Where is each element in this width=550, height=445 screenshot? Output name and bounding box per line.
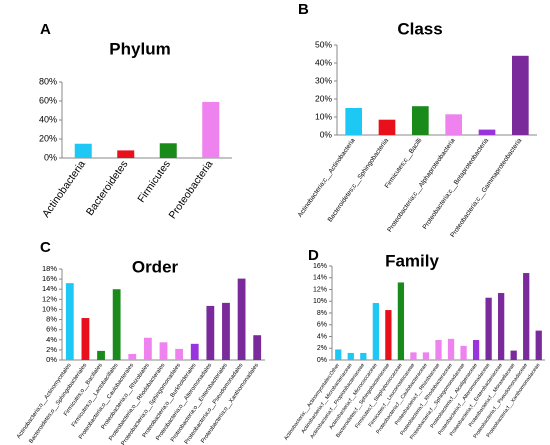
- bar: [385, 310, 392, 360]
- bar: [510, 350, 517, 360]
- y-tick-label: 0%: [317, 357, 327, 364]
- bar: [347, 352, 354, 360]
- bar: [175, 348, 184, 360]
- y-tick-label: 30%: [315, 75, 332, 85]
- bar: [97, 350, 105, 360]
- x-tick-label: Bacteroidetes;c__Sphingobacteriia: [327, 137, 391, 224]
- bar: [410, 352, 417, 360]
- bar: [128, 353, 137, 360]
- bar: [523, 273, 530, 360]
- y-tick-label: 8%: [46, 315, 57, 324]
- bar: [447, 338, 455, 360]
- y-tick-label: 20%: [39, 133, 57, 143]
- chart-title: Family: [385, 251, 439, 270]
- chart-title: Class: [397, 19, 442, 38]
- bar: [159, 143, 177, 158]
- bar: [512, 55, 529, 135]
- chart-title: Order: [132, 257, 179, 276]
- panel-letter: C: [40, 239, 51, 256]
- y-tick-label: 2%: [46, 345, 57, 354]
- y-tick-label: 2%: [317, 345, 327, 352]
- bar: [498, 293, 505, 360]
- x-tick-label: Actinobacteria;c__Actinobacteria: [297, 137, 357, 219]
- x-tick-label: Proteobacteria;c__Alphaproteobacteria: [386, 137, 457, 234]
- panel-letter: B: [298, 1, 309, 18]
- chart-title: Phylum: [109, 39, 170, 58]
- y-tick-label: 0%: [320, 129, 333, 139]
- y-tick-label: 10%: [42, 304, 57, 313]
- y-tick-label: 6%: [317, 322, 327, 329]
- panel-letter: D: [308, 247, 319, 264]
- y-tick-label: 0%: [46, 355, 57, 364]
- bar: [422, 352, 430, 360]
- x-tick-label: Proteobacteria;o__Sphingomonadales: [121, 363, 183, 445]
- x-tick-label: Proteobacteria;c__Betaproteobacteria: [422, 137, 491, 231]
- bar: [143, 337, 152, 360]
- bar: [335, 349, 342, 360]
- bar: [202, 101, 220, 158]
- bar: [412, 106, 429, 135]
- panel-letter: A: [40, 21, 51, 38]
- x-tick-label: Firmicutes: [135, 158, 173, 205]
- bar: [485, 297, 492, 360]
- y-tick-label: 16%: [42, 274, 57, 283]
- bar: [237, 278, 246, 360]
- bar: [206, 305, 215, 360]
- bar: [378, 119, 396, 135]
- y-tick-label: 14%: [313, 275, 327, 282]
- y-tick-label: 14%: [42, 284, 57, 293]
- bar: [190, 343, 199, 360]
- bar: [478, 129, 496, 135]
- bar: [535, 330, 542, 360]
- bar: [397, 282, 405, 360]
- x-tick-label: Firmicutes;c__Bacilli: [384, 137, 424, 190]
- y-tick-label: 60%: [39, 95, 57, 105]
- bar: [360, 352, 367, 360]
- x-tick-label: Bacteroidetes: [84, 158, 131, 217]
- bar: [117, 150, 135, 158]
- y-tick-label: 20%: [315, 93, 332, 103]
- y-tick-label: 0%: [44, 152, 57, 162]
- y-tick-label: 6%: [46, 325, 57, 334]
- bar: [159, 342, 168, 360]
- bar: [81, 318, 90, 360]
- bar: [372, 303, 379, 360]
- y-tick-label: 80%: [39, 76, 57, 86]
- bar: [222, 302, 230, 360]
- bar: [253, 335, 262, 360]
- y-tick-label: 4%: [46, 335, 57, 344]
- x-tick-label: Proteobacteria;c__Gammaproteobacteria: [449, 137, 523, 239]
- x-tick-label: Actinobacteria: [40, 158, 88, 220]
- y-tick-label: 18%: [42, 264, 57, 273]
- bar: [435, 340, 442, 360]
- y-tick-label: 50%: [315, 39, 332, 49]
- y-tick-label: 40%: [39, 114, 57, 124]
- y-tick-label: 8%: [317, 310, 327, 317]
- bar: [345, 108, 362, 135]
- bar: [65, 283, 74, 360]
- bar: [112, 289, 121, 360]
- bar: [460, 345, 467, 360]
- bar: [445, 114, 462, 135]
- x-tick-label: Proteobacteria: [166, 158, 215, 221]
- y-tick-label: 10%: [315, 111, 332, 121]
- bar: [74, 143, 92, 158]
- y-tick-label: 10%: [313, 298, 327, 305]
- bar: [472, 340, 480, 360]
- y-tick-label: 4%: [317, 333, 327, 340]
- y-tick-label: 12%: [313, 286, 327, 293]
- y-tick-label: 16%: [313, 263, 327, 270]
- y-tick-label: 12%: [42, 294, 57, 303]
- y-tick-label: 40%: [315, 57, 332, 67]
